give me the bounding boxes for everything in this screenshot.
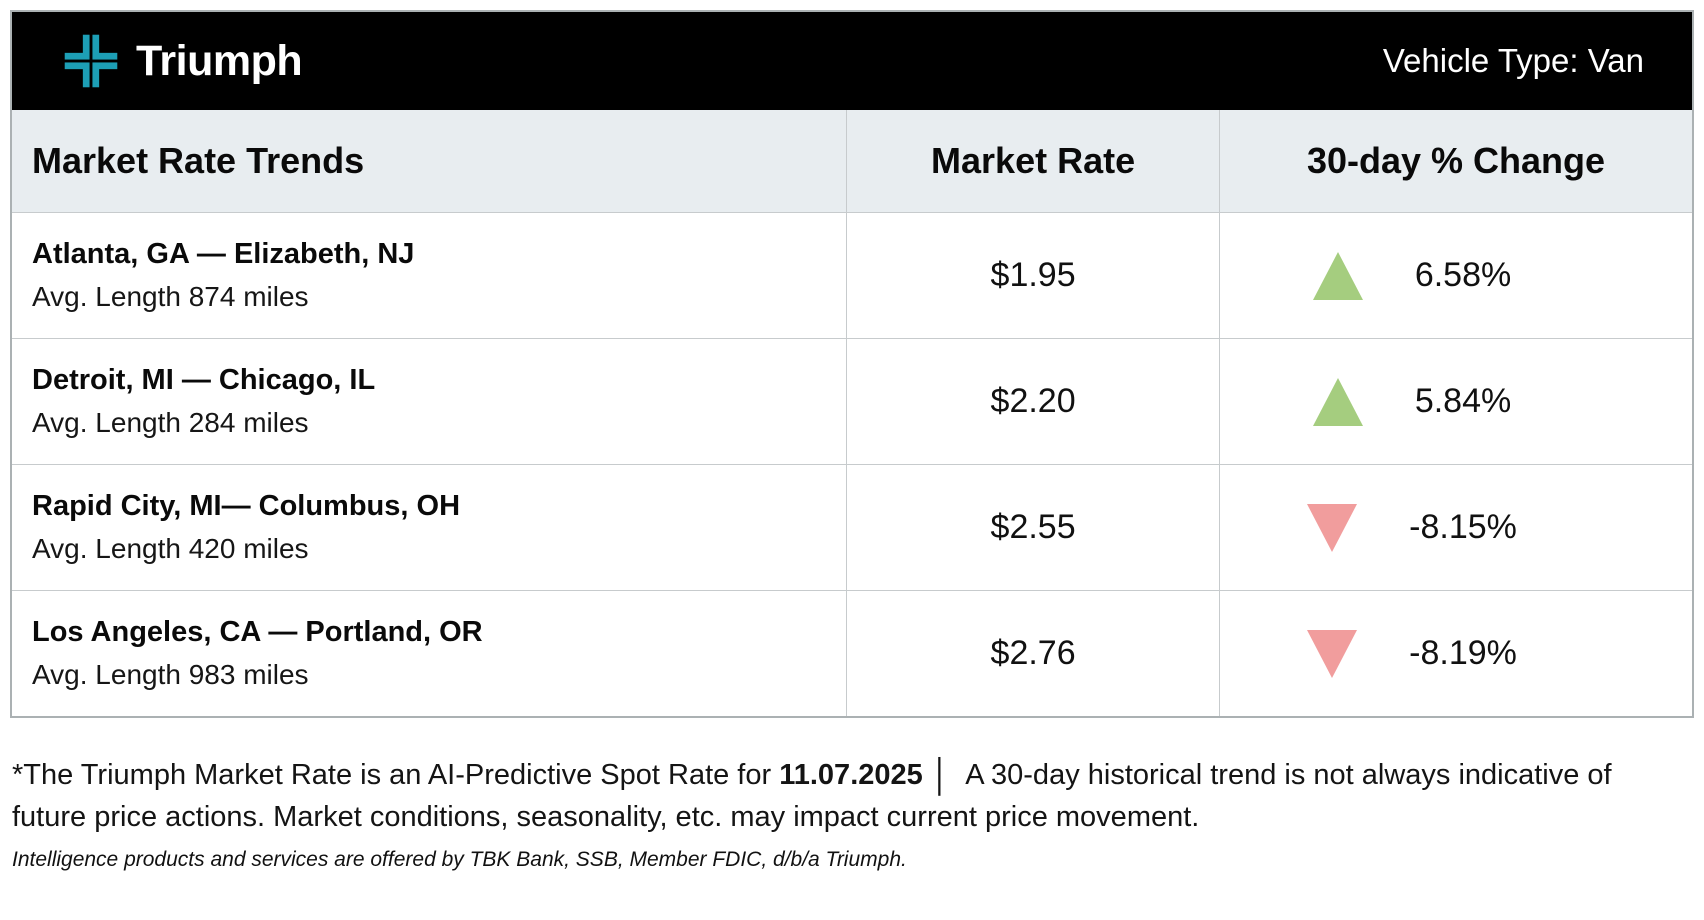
market-rate-value: $2.76: [846, 591, 1219, 716]
table-row: Atlanta, GA — Elizabeth, NJ Avg. Length …: [12, 212, 1692, 338]
trend-up-icon: [1312, 251, 1363, 300]
table-header-row: Market Rate Trends Market Rate 30-day % …: [12, 110, 1692, 212]
footnote-text-1: *The Triumph Market Rate is an AI-Predic…: [12, 759, 780, 791]
footnote: *The Triumph Market Rate is an AI-Predic…: [12, 750, 1680, 838]
lane-name: Atlanta, GA — Elizabeth, NJ: [32, 238, 415, 271]
change-value: -8.19%: [1409, 634, 1517, 672]
lane-cell: Rapid City, MI— Columbus, OH Avg. Length…: [12, 465, 846, 590]
column-header-market-rate: Market Rate: [846, 110, 1219, 212]
lane-name: Los Angeles, CA — Portland, OR: [32, 616, 483, 649]
change-cell: -8.19%: [1219, 591, 1692, 716]
brand: Triumph: [62, 32, 303, 90]
change-cell: 6.58%: [1219, 213, 1692, 338]
table-body: Atlanta, GA — Elizabeth, NJ Avg. Length …: [12, 212, 1692, 716]
trend-up-icon: [1312, 377, 1363, 426]
table-row: Los Angeles, CA — Portland, OR Avg. Leng…: [12, 590, 1692, 716]
lane-cell: Los Angeles, CA — Portland, OR Avg. Leng…: [12, 591, 846, 716]
lane-avg-length: Avg. Length 420 miles: [32, 532, 309, 564]
lane-name: Rapid City, MI— Columbus, OH: [32, 490, 461, 523]
lane-avg-length: Avg. Length 284 miles: [32, 406, 309, 438]
report-card: Triumph Vehicle Type: Van Market Rate Tr…: [10, 10, 1694, 718]
column-header-market-rate-trends: Market Rate Trends: [32, 140, 365, 181]
change-value: -8.15%: [1409, 508, 1517, 546]
market-rate-value: $1.95: [846, 213, 1219, 338]
lane-cell: Atlanta, GA — Elizabeth, NJ Avg. Length …: [12, 213, 846, 338]
trend-down-icon: [1307, 629, 1358, 678]
trend-down-icon: [1307, 503, 1358, 552]
lane-name: Detroit, MI — Chicago, IL: [32, 364, 376, 397]
lane-cell: Detroit, MI — Chicago, IL Avg. Length 28…: [12, 339, 846, 464]
vehicle-type-label: Vehicle Type: Van: [1382, 42, 1644, 79]
brand-name: Triumph: [136, 36, 303, 85]
triumph-logo-icon: [62, 32, 120, 90]
column-header-30day-change: 30-day % Change: [1219, 110, 1692, 212]
table-row: Rapid City, MI— Columbus, OH Avg. Length…: [12, 464, 1692, 590]
change-value: 5.84%: [1414, 382, 1512, 420]
fdic-disclaimer: Intelligence products and services are o…: [12, 848, 907, 872]
change-cell: -8.15%: [1219, 465, 1692, 590]
footnote-text-2: A 30-day historical trend is not always …: [12, 759, 1612, 834]
lane-avg-length: Avg. Length 983 miles: [32, 658, 309, 690]
market-rate-value: $2.55: [846, 465, 1219, 590]
lane-avg-length: Avg. Length 874 miles: [32, 280, 309, 312]
change-value: 6.58%: [1414, 256, 1512, 294]
app-header: Triumph Vehicle Type: Van: [12, 12, 1692, 110]
table-row: Detroit, MI — Chicago, IL Avg. Length 28…: [12, 338, 1692, 464]
market-rate-value: $2.20: [846, 339, 1219, 464]
separator-bar: │: [930, 757, 951, 793]
footnote-date: 11.07.2025: [779, 759, 923, 791]
change-cell: 5.84%: [1219, 339, 1692, 464]
